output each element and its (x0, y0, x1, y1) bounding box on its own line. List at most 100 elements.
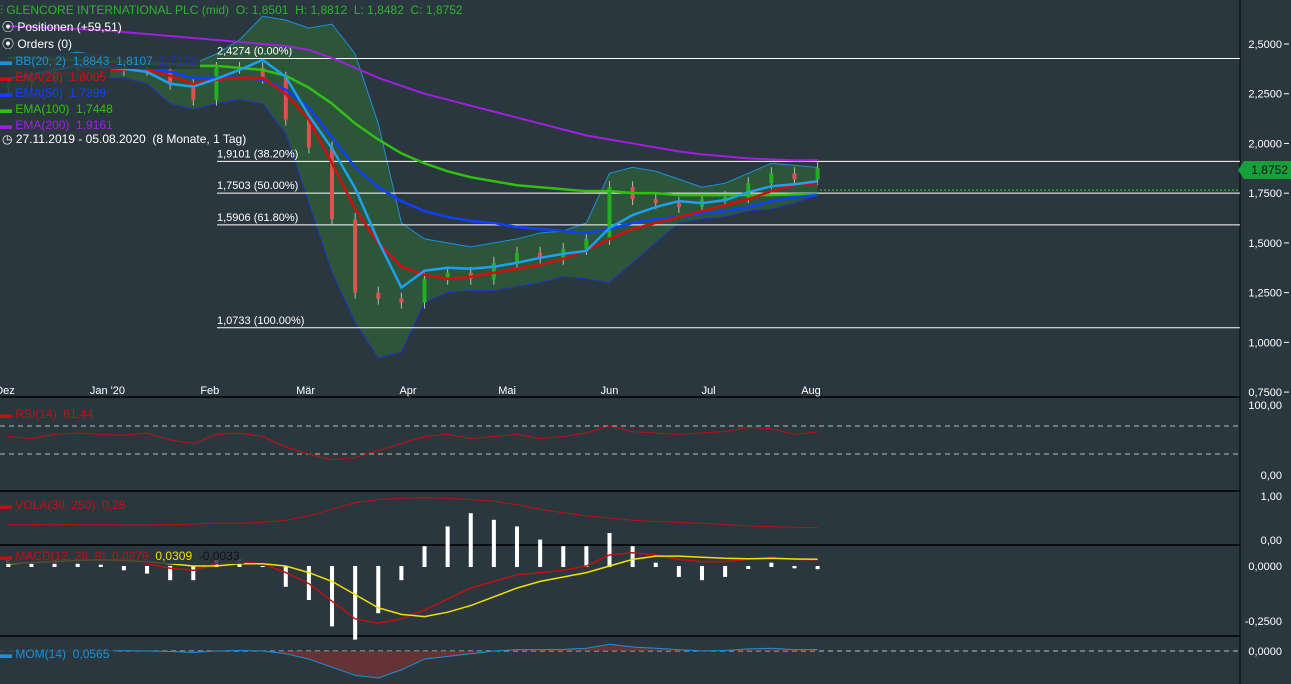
bollinger-middle-line (8, 58, 818, 290)
range-label: 27.11.2019 - 05.08.2020 (15, 132, 146, 146)
macd-signal-value: 0,0309 (155, 549, 193, 563)
macd-hist-value: -0,0033 (198, 549, 240, 563)
legend-value: 1,7399 (69, 86, 107, 100)
orders-toggle[interactable]: ⦿ Orders (0) (2, 36, 72, 52)
positions-toggle[interactable]: ⦿ Positionen (+59,51) (2, 19, 122, 35)
legend-label: EMA(100) (15, 102, 70, 116)
rsi-value: 61,44 (63, 407, 94, 421)
legend-label: BB(20, 2) (15, 54, 67, 68)
macd-histogram-bar (376, 566, 381, 614)
legend-bb-20-2-[interactable]: ▬ BB(20, 2) 1,8843 1,8107 1,7372 (0, 53, 201, 69)
candle-body (515, 252, 520, 263)
rsi-line (8, 425, 818, 461)
vola-value: 0,28 (102, 498, 126, 512)
candle-body (422, 278, 427, 303)
chart-header: ⫶ GLENCORE INTERNATIONAL PLC (mid) O: 1,… (0, 2, 463, 18)
x-tick-label: Jul (702, 385, 716, 397)
x-tick-label: Feb (200, 385, 219, 397)
candle-body (376, 292, 381, 299)
x-tick-label: Mai (498, 385, 516, 397)
fib-label: 1,9101 (38.20%) (217, 148, 298, 160)
candle-body (491, 262, 496, 279)
mom-value: 0,0565 (72, 647, 110, 661)
candle-body (723, 197, 728, 200)
mom-legend[interactable]: ▬ MOM(14) 0,0565 (0, 646, 114, 662)
macd-histogram-bar (584, 546, 589, 567)
candle-body (445, 272, 450, 279)
legend-label: EMA(50) (15, 86, 63, 100)
candle-body (769, 173, 774, 184)
rsi-legend[interactable]: ▬ RSI(14) 61,44 (0, 406, 98, 422)
candle-body (260, 67, 265, 78)
vola-legend[interactable]: ▬ VOLA(30, 250) 0,28 (0, 497, 130, 513)
mom-tick-label: 0,0000 (1248, 646, 1282, 658)
clock-icon: ◷ (2, 132, 16, 146)
y-tick-label: 1,2500 (1248, 288, 1282, 300)
macd-histogram-bar (353, 566, 358, 640)
macd-histogram-bar (607, 533, 612, 567)
close-value: C: 1,8752 (410, 3, 463, 17)
y-tick-label: 2,0000 (1248, 138, 1282, 150)
fib-label: 2,4274 (0.00%) (217, 45, 292, 57)
macd-histogram-bar (653, 562, 658, 567)
macd-histogram-bar (723, 566, 728, 577)
macd-histogram-bar (283, 566, 288, 587)
mom-line (8, 643, 818, 679)
candle-body (584, 238, 589, 249)
orders-label: Orders (0) (17, 37, 73, 51)
series-swatch: ▬ (0, 54, 16, 68)
candle-body (330, 147, 335, 220)
candle-body (676, 203, 681, 208)
candle-body (399, 298, 404, 303)
candle-body (746, 183, 751, 198)
candle-body (353, 219, 358, 293)
legend-ema-50-[interactable]: ▬ EMA(50) 1,7399 (0, 85, 111, 101)
mom-fill (5, 644, 818, 678)
macd-histogram-bar (746, 566, 751, 569)
candle-body (653, 199, 658, 204)
macd-histogram-bar (468, 513, 473, 567)
vola-label: VOLA(30, 250) (15, 498, 96, 512)
candle-body (792, 173, 797, 180)
x-tick-label: Jan '20 (90, 385, 125, 397)
macd-histogram-bar (121, 566, 126, 571)
radio-icon: ⦿ (2, 37, 18, 51)
macd-legend[interactable]: ▬ MACD(12, 26, 9) 0,0276 0,0309 -0,0033 (0, 548, 244, 564)
legend-label: EMA(20) (15, 70, 63, 84)
series-swatch: ▬ (0, 70, 16, 84)
legend-label: EMA(200) (15, 118, 70, 132)
macd-histogram-bar (168, 566, 173, 581)
chart-icon: ⫶ (0, 3, 7, 17)
macd-histogram-bar (260, 566, 265, 567)
high-value: H: 1,8812 (295, 3, 348, 17)
macd-histogram-bar (699, 566, 704, 581)
x-tick-label: Jun (601, 385, 619, 397)
rsi-tick-label: 0,00 (1261, 470, 1282, 482)
candle-body (815, 168, 820, 180)
legend-ema-200-[interactable]: ▬ EMA(200) 1,9161 (0, 117, 117, 133)
legend-value: 1,7448 (76, 102, 113, 116)
x-tick-label: Mär (296, 385, 315, 397)
macd-histogram-bar (515, 526, 520, 567)
candle-body (538, 252, 543, 259)
legend-ema-20-[interactable]: ▬ EMA(20) 1,8005 (0, 69, 111, 85)
candle-body (191, 83, 196, 100)
macd-histogram-bar (630, 546, 635, 567)
candle-body (306, 119, 311, 148)
legend-value: 1,9161 (76, 118, 113, 132)
vola-tick-label: 1,00 (1261, 491, 1282, 503)
legend-ema-100-[interactable]: ▬ EMA(100) 1,7448 (0, 101, 117, 117)
fib-label: 1,0733 (100.00%) (217, 315, 304, 327)
macd-label: MACD(12, 26, 9) (15, 549, 106, 563)
macd-value: 0,0276 (112, 549, 149, 563)
mom-label: MOM(14) (15, 647, 67, 661)
macd-histogram-bar (561, 546, 566, 567)
y-tick-label: 2,5000 (1248, 39, 1282, 51)
series-swatch: ▬ (0, 118, 16, 132)
legend-value: 1,8005 (69, 70, 107, 84)
legend-value: 1,7372 (159, 54, 197, 68)
macd-histogram-bar (792, 566, 797, 569)
line-ema-20- (8, 68, 818, 280)
